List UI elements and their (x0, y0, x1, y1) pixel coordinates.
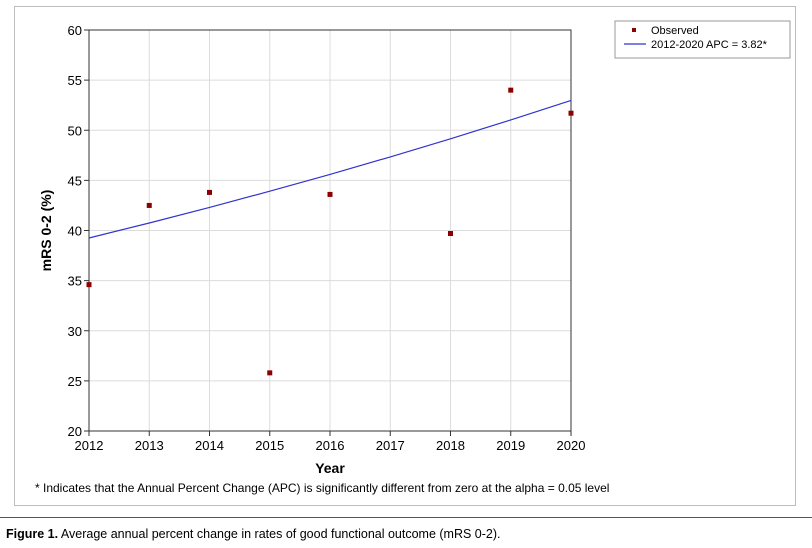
y-tick-label: 35 (68, 274, 82, 289)
observed-point (86, 282, 92, 288)
y-tick-label: 30 (68, 324, 82, 339)
y-tick-label: 60 (68, 23, 82, 38)
x-tick-label: 2017 (376, 438, 405, 453)
y-tick-label: 20 (68, 424, 82, 439)
figure-caption: Figure 1. Average annual percent change … (6, 527, 501, 541)
apc-trend-line (88, 99, 572, 239)
legend-trend-label: 2012-2020 APC = 3.82* (651, 39, 768, 51)
legend-box (614, 20, 791, 59)
x-tick-label: 2015 (255, 438, 284, 453)
caption-text: Average annual percent change in rates o… (60, 527, 501, 541)
legend-observed-marker (632, 28, 636, 32)
x-tick-label: 2013 (135, 438, 164, 453)
observed-point (508, 87, 514, 93)
series (86, 87, 574, 376)
observed-point (267, 370, 273, 376)
legend: Observed 2012-2020 APC = 3.82* (614, 20, 791, 59)
footnote: * Indicates that the Annual Percent Chan… (35, 481, 609, 495)
y-axis-title: mRS 0-2 (%) (38, 190, 54, 272)
observed-point (448, 231, 453, 237)
x-tick-label: 2014 (195, 438, 224, 453)
x-axis-title: Year (315, 460, 345, 476)
y-tick-label: 25 (68, 374, 82, 389)
observed-point (146, 202, 152, 208)
chart-frame (14, 6, 796, 506)
x-tick-label: 2019 (496, 438, 525, 453)
observed-point (568, 110, 574, 116)
legend-observed-label: Observed (651, 25, 699, 37)
x-tick-label: 2012 (75, 438, 104, 453)
y-tick-label: 50 (68, 123, 82, 138)
x-tick-label: 2016 (316, 438, 345, 453)
x-tick-label: 2018 (436, 438, 465, 453)
y-tick-label: 40 (68, 224, 82, 239)
y-tick-label: 45 (68, 173, 82, 188)
y-tick-label: 55 (68, 73, 82, 88)
x-tick-label: 2020 (557, 438, 586, 453)
grid (88, 29, 572, 432)
caption-rule (0, 517, 812, 518)
caption-label: Figure 1. (6, 527, 59, 541)
observed-point (207, 189, 212, 195)
axes: 20 25 30 35 40 45 50 55 60 2012 2013 2014 2015 2016 20… (68, 23, 586, 453)
observed-point (327, 191, 333, 197)
